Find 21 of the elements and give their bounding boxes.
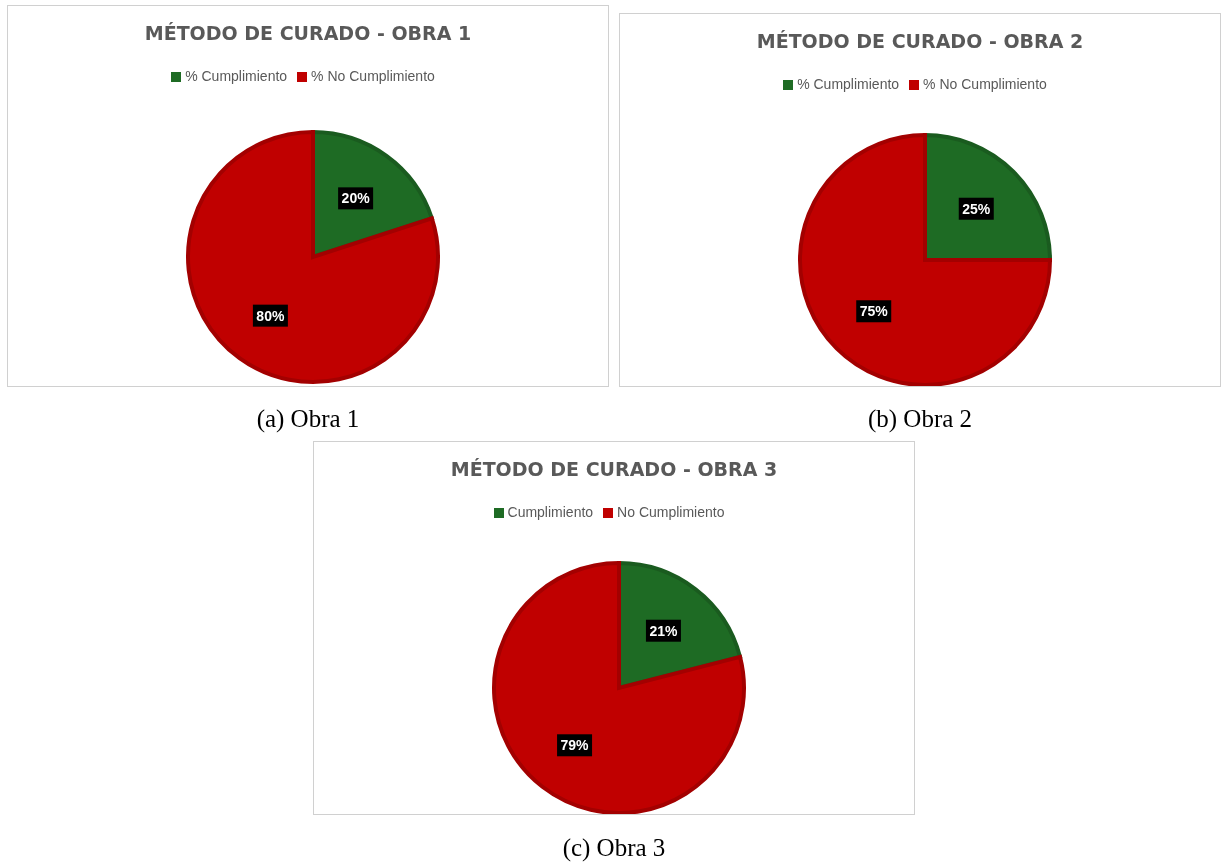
data-label: 20% <box>341 190 371 207</box>
data-label: 80% <box>256 307 285 324</box>
text: (a) Obra 1 <box>255 405 361 433</box>
chart-title: MÉTODO DE CURADO - OBRA 1 <box>143 22 473 44</box>
data-label: 21% <box>649 622 678 639</box>
data-label: 25% <box>962 200 991 217</box>
chart-title: MÉTODO DE CURADO - OBRA 3 <box>449 458 779 480</box>
legend-label: % No Cumplimiento <box>311 68 435 84</box>
legend-label: Cumplimiento <box>507 504 594 520</box>
text: (c) Obra 3 <box>561 834 667 862</box>
data-label: 75% <box>859 303 889 320</box>
data-label: 79% <box>560 737 590 754</box>
pie-slice <box>798 133 1052 386</box>
legend-label: % No Cumplimiento <box>923 76 1047 92</box>
text: (b) Obra 2 <box>866 405 974 433</box>
pie-slice <box>492 561 746 814</box>
legend-label: % Cumplimiento <box>185 68 288 84</box>
legend-label: No Cumplimiento <box>617 504 725 520</box>
pie-slice <box>186 130 440 384</box>
legend-label: % Cumplimiento <box>797 76 900 92</box>
chart-title: MÉTODO DE CURADO - OBRA 2 <box>755 30 1085 52</box>
